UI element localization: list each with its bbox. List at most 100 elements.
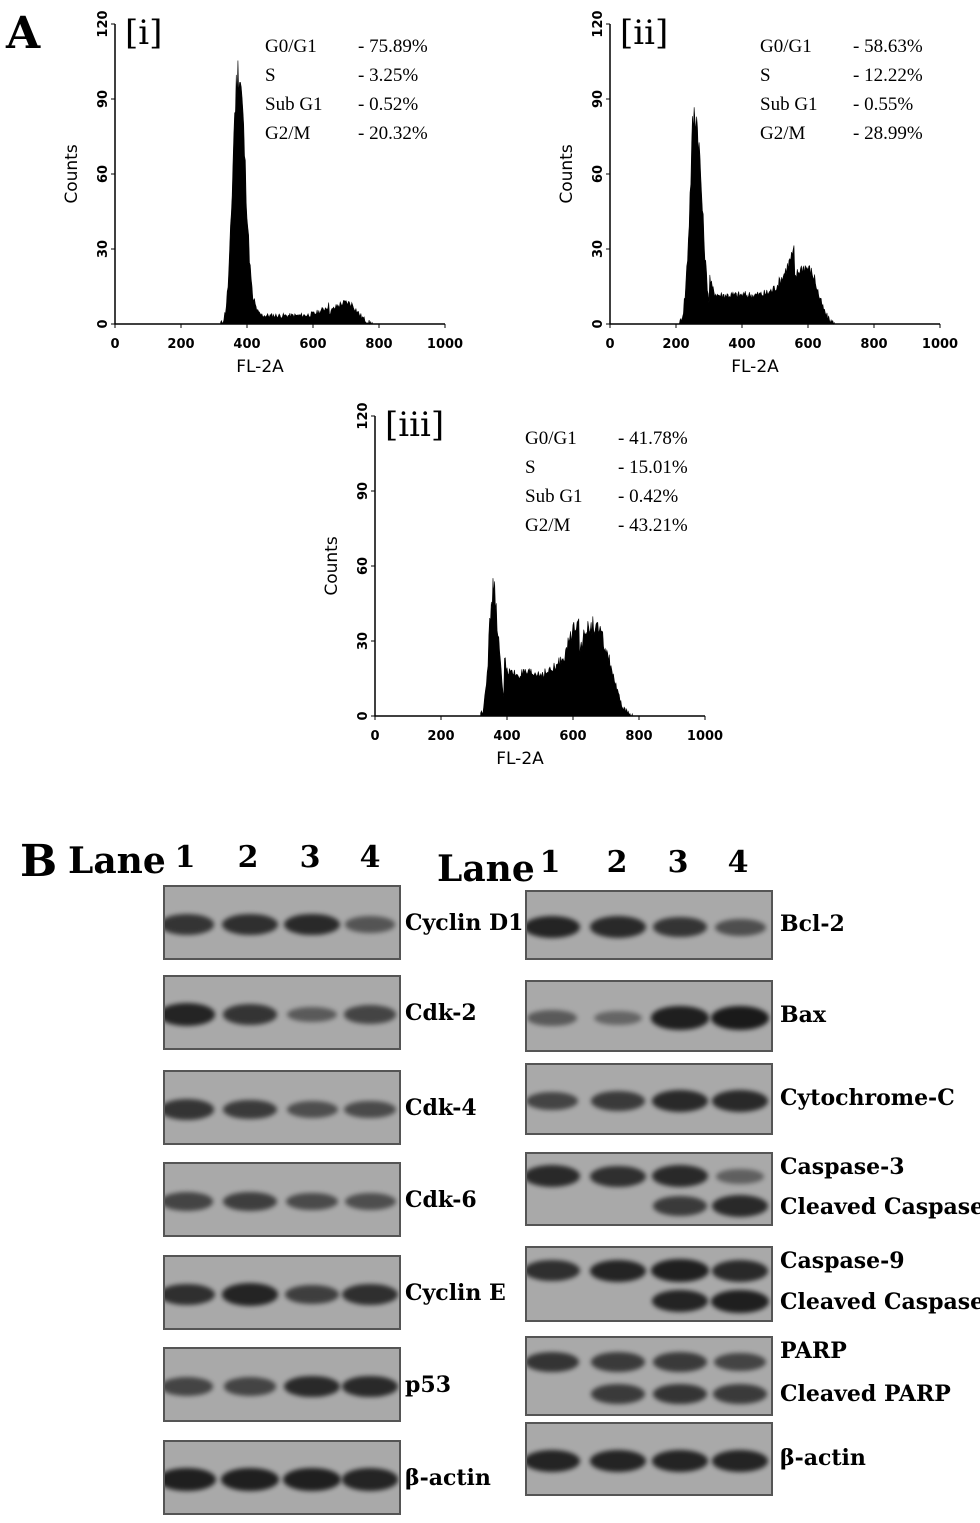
- x-tick-label: 800: [625, 729, 652, 744]
- panel-a-label: A: [6, 8, 41, 59]
- protein-band: [527, 915, 581, 939]
- phase-label: G2/M: [265, 123, 311, 144]
- x-tick-label: 400: [728, 337, 755, 352]
- protein-band: [715, 1168, 765, 1184]
- protein-band: [651, 1289, 709, 1313]
- protein-band: [713, 1384, 767, 1404]
- x-tick-label: 0: [110, 337, 119, 352]
- cleaved-protein-label: Cleaved PARP: [780, 1381, 951, 1407]
- blot-strip-left-4: [163, 1255, 401, 1330]
- panel-tag: [ii]: [620, 13, 668, 53]
- y-tick-label: 0: [356, 711, 371, 720]
- y-tick-label: 60: [96, 165, 111, 183]
- protein-band: [712, 1194, 768, 1217]
- protein-band: [712, 1259, 768, 1282]
- protein-label: Caspase-3: [780, 1154, 905, 1180]
- y-tick-label: 120: [356, 402, 371, 429]
- blot-strip-right-2: [525, 1063, 773, 1135]
- phase-label: Sub G1: [265, 94, 323, 115]
- protein-label: Cdk-4: [405, 1095, 477, 1121]
- histogram-area: [220, 60, 373, 325]
- phase-percentage: - 0.42%: [618, 486, 678, 507]
- phase-percentage: - 41.78%: [618, 428, 688, 449]
- blot-strip-right-5: [525, 1336, 773, 1416]
- y-tick-label: 60: [591, 165, 606, 183]
- x-tick-label: 800: [860, 337, 887, 352]
- protein-band: [222, 1004, 278, 1025]
- protein-band: [589, 1449, 647, 1473]
- blot-strip-left-5: [163, 1347, 401, 1422]
- y-tick-label: 0: [591, 319, 606, 328]
- protein-band: [165, 1377, 214, 1396]
- blot-strip-right-3: [525, 1152, 773, 1226]
- x-tick-label: 200: [167, 337, 194, 352]
- protein-label: Cdk-6: [405, 1187, 477, 1213]
- phase-percentage: - 20.32%: [358, 123, 428, 144]
- protein-band: [712, 1090, 768, 1112]
- phase-percentage: - 0.52%: [358, 94, 418, 115]
- protein-band: [590, 916, 646, 938]
- blot-strip-right-1: [525, 980, 773, 1052]
- protein-label: Bax: [780, 1002, 826, 1028]
- protein-band: [343, 1005, 397, 1024]
- x-tick-label: 0: [370, 729, 379, 744]
- phase-percentage: - 28.99%: [853, 123, 923, 144]
- protein-band: [590, 1165, 646, 1187]
- protein-label: Caspase-9: [780, 1248, 905, 1274]
- phase-percentage: - 43.21%: [618, 515, 688, 536]
- protein-band: [165, 1192, 214, 1211]
- x-tick-label: 600: [299, 337, 326, 352]
- protein-band: [651, 1259, 709, 1283]
- x-axis-label: FL-2A: [236, 357, 284, 377]
- protein-band: [223, 1377, 277, 1396]
- protein-label: Cytochrome-C: [780, 1085, 955, 1111]
- protein-band: [651, 1006, 709, 1030]
- lane-number: 1: [539, 845, 561, 880]
- y-tick-label: 60: [356, 557, 371, 575]
- phase-label: S: [265, 65, 276, 86]
- x-tick-label: 200: [427, 729, 454, 744]
- histogram-area: [678, 107, 835, 325]
- protein-label: β-actin: [780, 1445, 866, 1471]
- phase-percentage: - 0.55%: [853, 94, 913, 115]
- protein-band: [593, 1010, 643, 1026]
- phase-percentage: - 58.63%: [853, 36, 923, 57]
- protein-band: [285, 1284, 339, 1305]
- histogram-area: [480, 578, 633, 717]
- lane-number: 4: [359, 840, 381, 875]
- protein-band: [286, 1101, 338, 1118]
- protein-label: PARP: [780, 1338, 847, 1364]
- x-tick-label: 400: [493, 729, 520, 744]
- lane-number: 3: [667, 845, 689, 880]
- y-tick-label: 30: [96, 240, 111, 258]
- y-tick-label: 0: [96, 319, 111, 328]
- phase-label: G0/G1: [265, 36, 317, 57]
- blot-strip-left-6: [163, 1440, 401, 1515]
- x-axis-label: FL-2A: [496, 749, 544, 769]
- protein-band: [341, 1468, 399, 1491]
- protein-band: [342, 1375, 398, 1398]
- lane-word-left: Lane: [68, 840, 166, 882]
- x-tick-label: 400: [233, 337, 260, 352]
- phase-percentage: - 75.89%: [358, 36, 428, 57]
- histogram-ii: 0 200 400 600 800 1000 0 30 60 90 120 FL-2A Counts [i…: [550, 8, 975, 393]
- protein-band: [165, 914, 215, 935]
- lane-number: 1: [174, 840, 196, 875]
- phase-label: G2/M: [760, 123, 806, 144]
- protein-band: [221, 1467, 279, 1492]
- phase-label: G0/G1: [760, 36, 812, 57]
- protein-band: [222, 913, 278, 936]
- phase-label: G2/M: [525, 515, 571, 536]
- histogram-svg: 0 200 400 600 800 1000 0 30 60 90 120 FL-2A Counts [i…: [62, 10, 463, 377]
- protein-band: [165, 1003, 216, 1026]
- protein-band: [527, 1351, 580, 1373]
- phase-label: S: [760, 65, 771, 86]
- protein-band: [591, 1091, 645, 1111]
- panel-tag: [iii]: [385, 405, 444, 445]
- protein-band: [711, 1449, 769, 1473]
- protein-band: [711, 1006, 769, 1030]
- protein-label: Cdk-2: [405, 1000, 477, 1026]
- protein-band: [652, 1090, 708, 1112]
- histogram-iii: 0 200 400 600 800 1000 0 30 60 90 120 FL-2A Counts [i…: [315, 400, 735, 785]
- protein-label: Cyclin E: [405, 1280, 506, 1306]
